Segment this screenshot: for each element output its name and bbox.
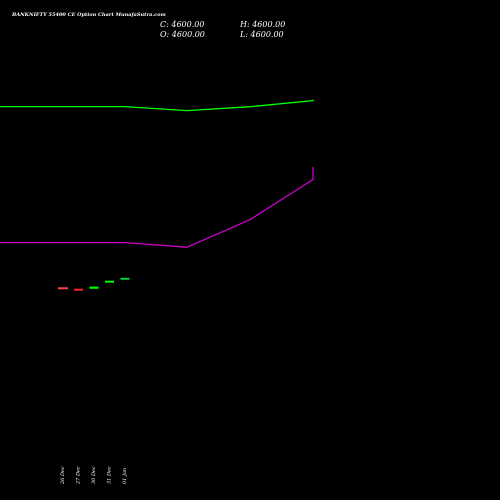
date-axis: 26 Dec 27 Dec 30 Dec 31 Dec 01 Jan: [60, 466, 128, 485]
close-value: C: 4600.00: [160, 20, 204, 29]
date-label: 01 Jan: [122, 468, 128, 484]
candle-27-dec: [74, 288, 83, 291]
high-value: H: 4600.00: [239, 20, 285, 29]
candle-31-dec: [105, 280, 114, 283]
date-label: 26 Dec: [60, 466, 66, 485]
series-layer: [0, 99, 314, 248]
low-value: L: 4600.00: [239, 30, 284, 39]
candle-01-jan: [120, 277, 130, 280]
chart-title: BANKNIFTY 55400 CE Option Chart MunafaSu…: [11, 12, 166, 18]
date-label: 30 Dec: [91, 466, 97, 484]
candle-30-dec: [89, 286, 99, 289]
candle-26-dec: [58, 287, 68, 290]
series-line-1: [0, 99, 314, 112]
date-label: 27 Dec: [76, 466, 82, 485]
date-label: 31 Dec: [107, 466, 113, 484]
series-line-2: [0, 166, 314, 248]
open-value: O: 4600.00: [160, 30, 205, 39]
candle-layer: [58, 277, 130, 291]
